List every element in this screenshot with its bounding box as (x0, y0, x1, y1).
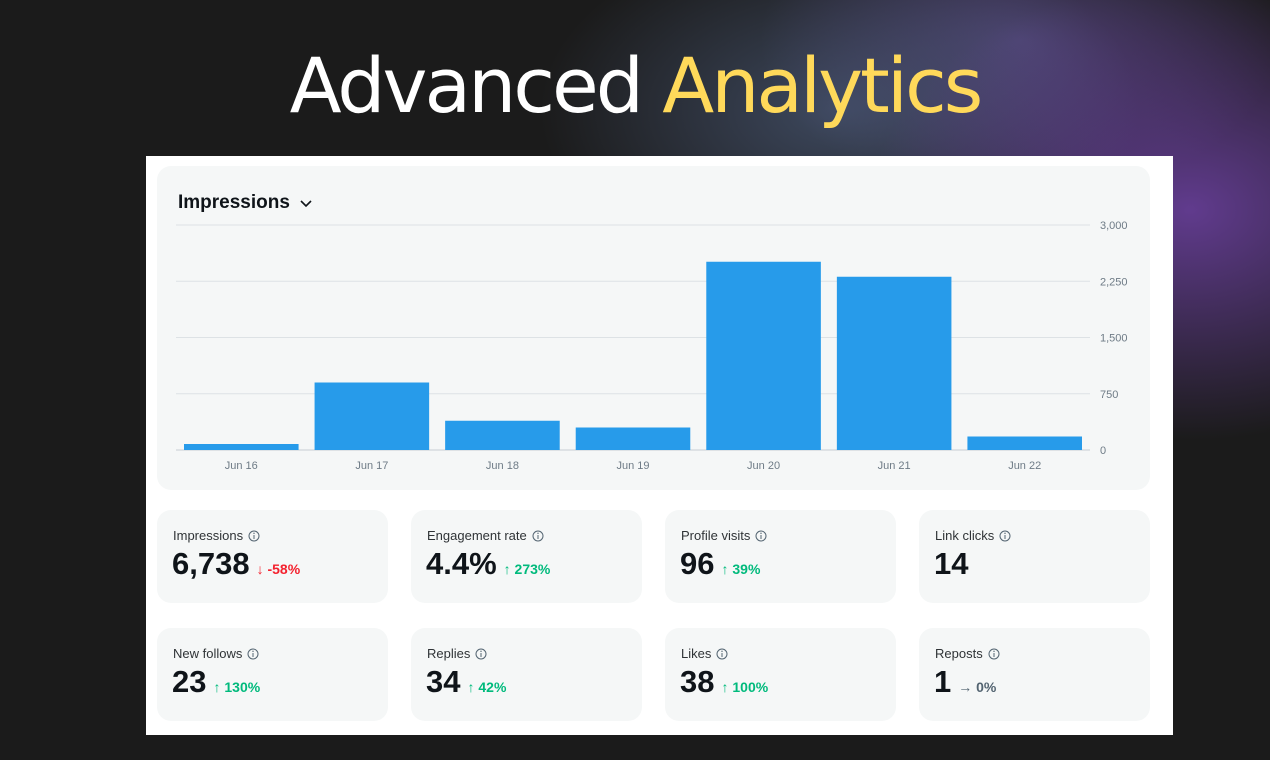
hero-title: Advanced Analytics (0, 38, 1270, 134)
stat-card-link-clicks: Link clicks 14 (919, 510, 1150, 603)
info-icon[interactable] (988, 648, 1000, 660)
info-icon[interactable] (532, 530, 544, 542)
stat-value: 1 (934, 664, 952, 699)
stat-card-profile-visits: Profile visits 96 ↑ 39% (665, 510, 896, 603)
info-icon[interactable] (999, 530, 1011, 542)
stat-change: ↓ -58% (256, 561, 301, 577)
stat-change: ↑ 39% (721, 561, 761, 577)
bar (184, 444, 299, 450)
info-icon[interactable] (475, 648, 487, 660)
chart-metric-dropdown[interactable]: Impressions (178, 192, 314, 214)
y-tick-label: 2,250 (1100, 276, 1128, 288)
info-icon[interactable] (247, 648, 259, 660)
hero-title-accent: Analytics (662, 41, 983, 130)
bar (836, 276, 952, 450)
stat-card-likes: Likes 38 ↑ 100% (665, 628, 896, 721)
stat-label: Likes (681, 646, 712, 661)
impressions-chart-card: Impressions 0 750 1,500 2,250 3,000 Jun 16 Jun… (157, 166, 1150, 490)
stat-value: 96 (680, 546, 715, 581)
y-tick-label: 0 (1100, 445, 1106, 457)
stat-card-reposts: Reposts 1 → 0% (919, 628, 1150, 721)
stat-value: 6,738 (172, 546, 250, 581)
analytics-panel: Impressions 0 750 1,500 2,250 3,000 Jun 16 Jun… (146, 156, 1173, 735)
info-icon[interactable] (755, 530, 767, 542)
impressions-bar-chart: 0 750 1,500 2,250 3,000 Jun 16 Jun 17 Jun 18 Jun… (176, 220, 1128, 472)
stat-value: 14 (934, 546, 969, 581)
stat-label: Link clicks (935, 528, 995, 543)
stat-label: New follows (173, 646, 243, 661)
stat-value: 34 (426, 664, 461, 699)
stat-label: Replies (427, 646, 471, 661)
y-tick-label: 3,000 (1100, 220, 1128, 232)
x-tick-label: Jun 16 (225, 460, 258, 472)
x-tick-label: Jun 20 (747, 460, 780, 472)
stat-label: Engagement rate (427, 528, 527, 543)
stat-value: 38 (680, 664, 715, 699)
stat-label: Impressions (173, 528, 244, 543)
stat-change: ↑ 42% (467, 679, 507, 695)
bar (314, 382, 430, 450)
x-tick-label: Jun 17 (355, 460, 388, 472)
x-tick-label: Jun 22 (1008, 460, 1041, 472)
info-icon[interactable] (248, 530, 260, 542)
stat-value: 4.4% (426, 546, 497, 581)
x-tick-label: Jun 21 (878, 460, 911, 472)
y-tick-label: 750 (1100, 389, 1118, 401)
stat-change: ↑ 100% (721, 679, 769, 695)
stat-label: Profile visits (681, 528, 751, 543)
bar (445, 420, 560, 450)
bar (967, 436, 1082, 450)
stat-card-new-follows: New follows 23 ↑ 130% (157, 628, 388, 721)
stat-value: 23 (172, 664, 207, 699)
stat-change: ↑ 130% (213, 679, 261, 695)
hero-title-main: Advanced (289, 41, 644, 130)
bar (706, 261, 821, 450)
info-icon[interactable] (716, 648, 728, 660)
stat-change: ↑ 273% (503, 561, 551, 577)
stat-label: Reposts (935, 646, 983, 661)
chart-title: Impressions (178, 192, 290, 213)
stat-card-engagement-rate: Engagement rate 4.4% ↑ 273% (411, 510, 642, 603)
stat-change: → 0% (958, 679, 997, 695)
x-tick-label: Jun 19 (616, 460, 649, 472)
y-tick-label: 1,500 (1100, 333, 1128, 345)
chevron-down-icon (300, 200, 312, 208)
stat-card-replies: Replies 34 ↑ 42% (411, 628, 642, 721)
bar (575, 427, 691, 450)
stat-card-impressions: Impressions 6,738 ↓ -58% (157, 510, 388, 603)
x-tick-label: Jun 18 (486, 460, 519, 472)
